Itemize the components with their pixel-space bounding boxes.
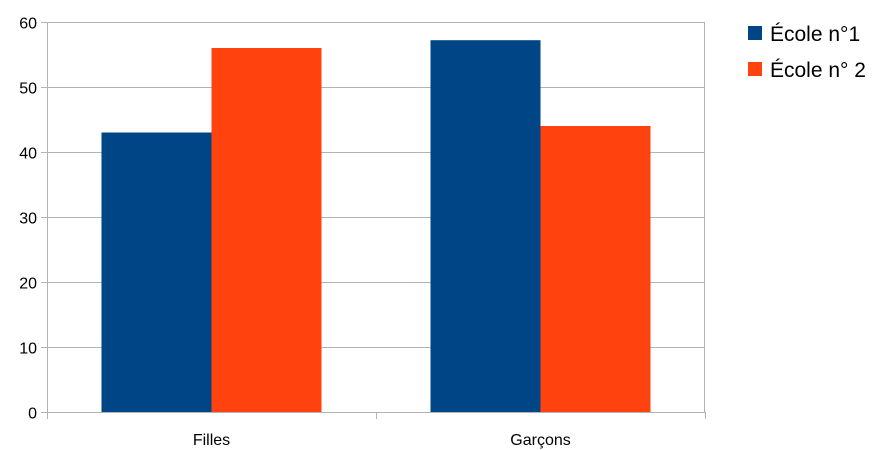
y-tick-label: 60 (19, 16, 37, 33)
y-tick-label: 50 (19, 81, 37, 98)
bar-2-2 (540, 126, 651, 412)
legend: École n°1 École n° 2 (748, 23, 866, 82)
legend-label-2: École n° 2 (770, 59, 866, 82)
bar-2-1 (211, 48, 322, 412)
y-tick-label: 0 (28, 406, 37, 423)
legend-swatch-2 (748, 62, 762, 76)
bars (101, 40, 651, 412)
y-tick-label: 20 (19, 276, 37, 293)
legend-label-1: École n°1 (770, 23, 860, 46)
x-tick-label: Filles (193, 432, 230, 449)
y-tick-label: 30 (19, 211, 37, 228)
legend-swatch-1 (748, 26, 762, 40)
y-tick-label: 40 (19, 146, 37, 163)
bar-1-2 (430, 40, 541, 412)
axes: 0 10 20 30 40 50 60 Filles Garçons (19, 16, 706, 449)
bar-1-1 (101, 132, 212, 412)
x-tick-label: Garçons (510, 432, 570, 449)
y-tick-label: 10 (19, 341, 37, 358)
